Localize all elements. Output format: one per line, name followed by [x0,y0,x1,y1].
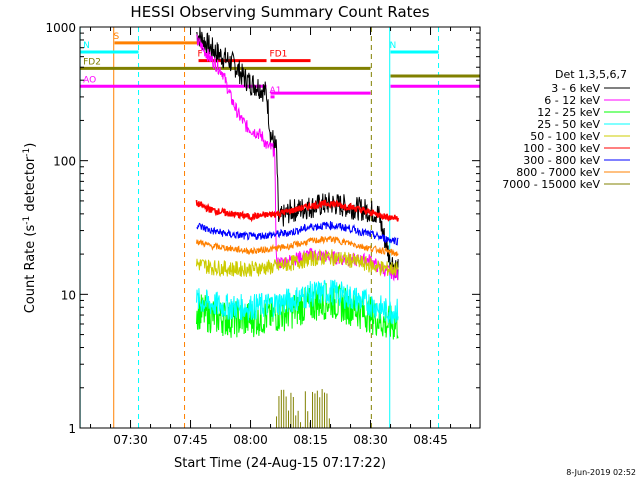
y-axis-label-part: Count Rate (s [23,225,38,314]
x-tick-label: 08:45 [413,433,448,447]
legend-label: 6 - 12 keV [544,94,600,107]
y-axis-label-part: detector [23,156,38,216]
series-line [195,199,399,223]
legend-label: 12 - 25 keV [537,106,600,119]
chart-title: HESSI Observing Summary Count Rates [130,3,429,21]
x-axis-label: Start Time (24-Aug-15 07:17:22) [174,456,386,471]
y-tick-label: 100 [53,155,76,169]
footer-timestamp: 8-Jun-2019 02:52 [566,468,636,477]
flag-label: FD1 [270,50,288,60]
x-tick-label: 08:30 [353,433,388,447]
series-line [196,27,399,280]
x-tick-label: 08:00 [233,433,268,447]
x-tick-label: 07:30 [113,433,148,447]
plot-area: S N N F FD1 FD2 AO A1 [79,26,481,429]
legend-label: 25 - 50 keV [537,118,600,131]
plot-frame [79,26,481,429]
x-tick-label: 08:15 [293,433,328,447]
series-line [196,221,399,246]
series-line [196,279,399,324]
legend-label: 3 - 6 keV [551,82,600,95]
legend-label: 50 - 100 keV [530,130,600,143]
flag-label: S [114,32,120,42]
y-axis-label: Count Rate (s-1 detector-1) [22,143,38,314]
flag-label: A1 [270,86,282,96]
legend-label: 300 - 800 keV [523,154,600,167]
y-tick-label: 1 [68,422,76,436]
legend-label: 800 - 7000 keV [516,166,600,179]
y-tick-label: 10 [61,288,76,302]
y-axis: 1 10 100 1000 [45,21,480,436]
x-axis: 07:30 07:45 08:00 08:15 08:30 08:45 [90,27,472,447]
y-tick-label: 1000 [45,21,76,35]
x-tick-label: 07:45 [173,433,208,447]
flag-label: N [83,41,90,51]
flag-label: F [198,50,203,60]
series-line [196,235,399,257]
flag-label: N [390,41,397,51]
flag-label: FD2 [83,57,101,67]
legend-label: 100 - 300 keV [523,142,600,155]
legend-label: 7000 - 15000 keV [502,178,600,191]
series-line [196,283,399,340]
y-axis-label-sup: -1 [22,148,32,157]
legend-title: Det 1,3,5,6,7 [555,68,627,81]
y-axis-label-sup: -1 [22,216,32,225]
flag-label: AO [83,75,96,85]
y-axis-label-part: ) [23,143,38,148]
series-line [196,248,399,278]
